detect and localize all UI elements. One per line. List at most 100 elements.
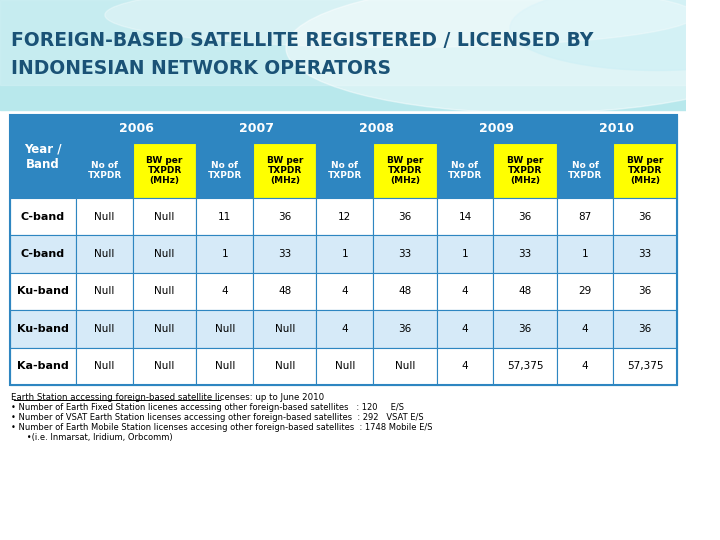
Bar: [253, 348, 317, 385]
Text: Null: Null: [94, 249, 114, 259]
Text: BW per
TXPDR
(MHz): BW per TXPDR (MHz): [266, 156, 303, 185]
Bar: [373, 198, 436, 235]
Bar: [493, 198, 557, 235]
Bar: [493, 235, 557, 273]
Bar: [253, 273, 317, 310]
Bar: [317, 235, 373, 273]
Bar: [253, 310, 317, 348]
Bar: [557, 273, 613, 310]
Bar: [9, 273, 76, 310]
Text: 4: 4: [582, 361, 588, 372]
Text: 1: 1: [582, 249, 588, 259]
Text: 48: 48: [518, 287, 531, 296]
Bar: [436, 235, 493, 273]
Bar: [76, 310, 133, 348]
Bar: [613, 273, 677, 310]
Bar: [436, 143, 493, 198]
Bar: [317, 115, 436, 143]
Text: Null: Null: [94, 361, 114, 372]
Text: 33: 33: [518, 249, 531, 259]
Text: Null: Null: [155, 287, 175, 296]
Bar: [436, 310, 493, 348]
Bar: [197, 273, 253, 310]
Bar: [557, 198, 613, 235]
Text: •(i.e. Inmarsat, Iridium, Orbcomm): •(i.e. Inmarsat, Iridium, Orbcomm): [12, 433, 173, 442]
Bar: [373, 273, 436, 310]
Bar: [253, 235, 317, 273]
Text: 36: 36: [398, 212, 412, 222]
Bar: [0, 0, 686, 110]
Text: 2006: 2006: [119, 123, 154, 136]
Text: • Number of VSAT Earth Station licenses accessing other foreign-based satellites: • Number of VSAT Earth Station licenses …: [12, 413, 424, 422]
Bar: [436, 273, 493, 310]
Bar: [373, 310, 436, 348]
Text: Null: Null: [215, 361, 235, 372]
Text: 57,375: 57,375: [627, 361, 663, 372]
Bar: [9, 115, 76, 198]
Text: Null: Null: [274, 361, 295, 372]
Text: • Number of Earth Fixed Station licenes accessing other foreign-based satellites: • Number of Earth Fixed Station licenes …: [12, 403, 405, 412]
Text: 36: 36: [398, 324, 412, 334]
Text: 36: 36: [518, 324, 531, 334]
Bar: [197, 198, 253, 235]
Bar: [557, 143, 613, 198]
Bar: [197, 143, 253, 198]
Text: No of
TXPDR: No of TXPDR: [207, 161, 242, 180]
Text: Null: Null: [215, 324, 235, 334]
Bar: [9, 235, 76, 273]
Text: Earth Station accessing foreign-based satellite licenses: up to June 2010: Earth Station accessing foreign-based sa…: [12, 393, 325, 402]
Text: 11: 11: [218, 212, 231, 222]
Bar: [197, 348, 253, 385]
Text: 87: 87: [578, 212, 592, 222]
Text: Null: Null: [94, 212, 114, 222]
Bar: [197, 310, 253, 348]
Text: 36: 36: [278, 212, 292, 222]
Text: 4: 4: [462, 324, 468, 334]
Bar: [9, 115, 677, 385]
Bar: [373, 348, 436, 385]
Bar: [557, 348, 613, 385]
Bar: [76, 348, 133, 385]
Bar: [133, 273, 197, 310]
Bar: [436, 198, 493, 235]
Ellipse shape: [510, 0, 720, 71]
Bar: [9, 198, 76, 235]
Bar: [133, 348, 197, 385]
Text: 1: 1: [222, 249, 228, 259]
Text: Null: Null: [94, 324, 114, 334]
Bar: [133, 310, 197, 348]
Text: 2010: 2010: [599, 123, 634, 136]
Text: 48: 48: [398, 287, 412, 296]
Bar: [373, 235, 436, 273]
Text: BW per
TXPDR
(MHz): BW per TXPDR (MHz): [507, 156, 543, 185]
Text: C-band: C-band: [21, 249, 65, 259]
Bar: [613, 198, 677, 235]
Text: 48: 48: [278, 287, 292, 296]
Text: INDONESIAN NETWORK OPERATORS: INDONESIAN NETWORK OPERATORS: [12, 58, 392, 78]
Text: 36: 36: [639, 287, 652, 296]
Text: Ku-band: Ku-band: [17, 324, 69, 334]
Text: Null: Null: [94, 287, 114, 296]
Bar: [493, 348, 557, 385]
Text: • Number of Earth Mobile Station licenses accesing other foreign-based satellite: • Number of Earth Mobile Station license…: [12, 423, 433, 432]
Bar: [133, 143, 197, 198]
Text: 14: 14: [459, 212, 472, 222]
Text: No of
TXPDR: No of TXPDR: [88, 161, 122, 180]
Text: BW per
TXPDR
(MHz): BW per TXPDR (MHz): [627, 156, 663, 185]
Bar: [317, 198, 373, 235]
Bar: [9, 348, 76, 385]
Text: Null: Null: [155, 324, 175, 334]
Text: Ka-band: Ka-band: [17, 361, 69, 372]
Bar: [493, 143, 557, 198]
Text: 4: 4: [462, 361, 468, 372]
Text: BW per
TXPDR
(MHz): BW per TXPDR (MHz): [387, 156, 423, 185]
Bar: [0, 0, 686, 85]
Text: Null: Null: [395, 361, 415, 372]
Text: Null: Null: [155, 249, 175, 259]
Bar: [133, 235, 197, 273]
Text: No of
TXPDR: No of TXPDR: [568, 161, 602, 180]
Bar: [133, 198, 197, 235]
Text: 4: 4: [582, 324, 588, 334]
Text: 33: 33: [639, 249, 652, 259]
Bar: [436, 115, 557, 143]
